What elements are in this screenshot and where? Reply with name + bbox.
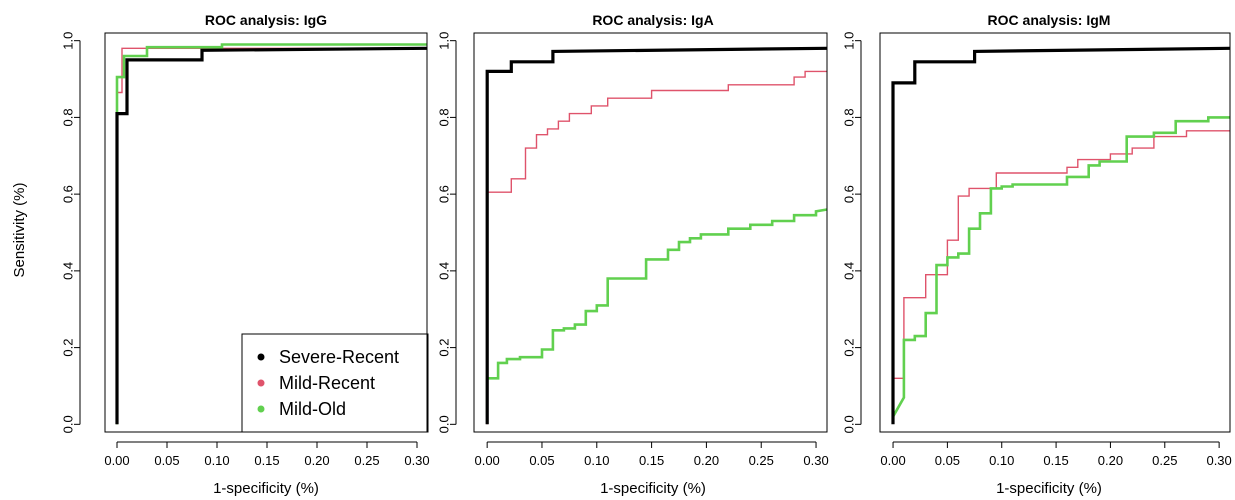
x-axis-label-iga: 1-specificity (%) [600,480,706,497]
panel-title-iga: ROC analysis: IgA [592,12,713,28]
y-tick-label: 0.2 [437,339,452,357]
y-tick-label: 0.2 [842,339,857,357]
x-axis-label-igm: 1-specificity (%) [996,480,1102,497]
y-tick-label: 1.0 [61,32,76,50]
x-axis-label-igg: 1-specificity (%) [213,480,319,497]
y-tick-label: 0.0 [437,415,452,433]
y-tick-label: 0.6 [842,185,857,203]
x-tick-label: 0.20 [304,453,329,468]
x-tick-label: 0.10 [989,453,1014,468]
y-tick-label: 0.8 [61,108,76,126]
legend-marker-mild-recent [258,380,265,387]
x-tick-label: 0.15 [1043,453,1068,468]
y-tick-label: 0.4 [842,262,857,280]
legend-marker-severe-recent [258,354,265,361]
y-tick-label: 0.4 [61,262,76,280]
x-tick-label: 0.15 [254,453,279,468]
x-tick-label: 0.10 [584,453,609,468]
y-tick-label: 0.0 [61,415,76,433]
x-tick-label: 0.25 [1152,453,1177,468]
x-tick-label: 0.25 [354,453,379,468]
x-tick-label: 0.25 [749,453,774,468]
x-tick-label: 0.20 [694,453,719,468]
x-tick-label: 0.30 [803,453,828,468]
x-tick-label: 0.30 [404,453,429,468]
legend-label-mild-old: Mild-Old [279,399,346,419]
y-tick-label: 1.0 [437,32,452,50]
x-tick-label: 0.15 [639,453,664,468]
legend-label-severe-recent: Severe-Recent [279,347,399,367]
y-tick-label: 0.0 [842,415,857,433]
panel-title-igg: ROC analysis: IgG [205,12,327,28]
x-tick-label: 0.05 [154,453,179,468]
y-tick-label: 0.4 [437,262,452,280]
x-tick-label: 0.10 [204,453,229,468]
y-axis-label: Sensitivity (%) [11,182,28,277]
y-tick-label: 0.8 [842,108,857,126]
x-tick-label: 0.05 [935,453,960,468]
y-tick-label: 1.0 [842,32,857,50]
legend-marker-mild-old [258,406,265,413]
x-tick-label: 0.00 [880,453,905,468]
legend-label-mild-recent: Mild-Recent [279,373,375,393]
legend: Severe-Recent Mild-Recent Mild-Old [242,334,428,432]
x-tick-label: 0.05 [529,453,554,468]
x-tick-label: 0.30 [1206,453,1231,468]
y-tick-label: 0.6 [61,185,76,203]
x-tick-label: 0.00 [474,453,499,468]
x-tick-label: 0.20 [1098,453,1123,468]
panel-title-igm: ROC analysis: IgM [988,12,1111,28]
y-tick-label: 0.8 [437,108,452,126]
y-tick-label: 0.2 [61,339,76,357]
x-tick-label: 0.00 [104,453,129,468]
y-tick-label: 0.6 [437,185,452,203]
